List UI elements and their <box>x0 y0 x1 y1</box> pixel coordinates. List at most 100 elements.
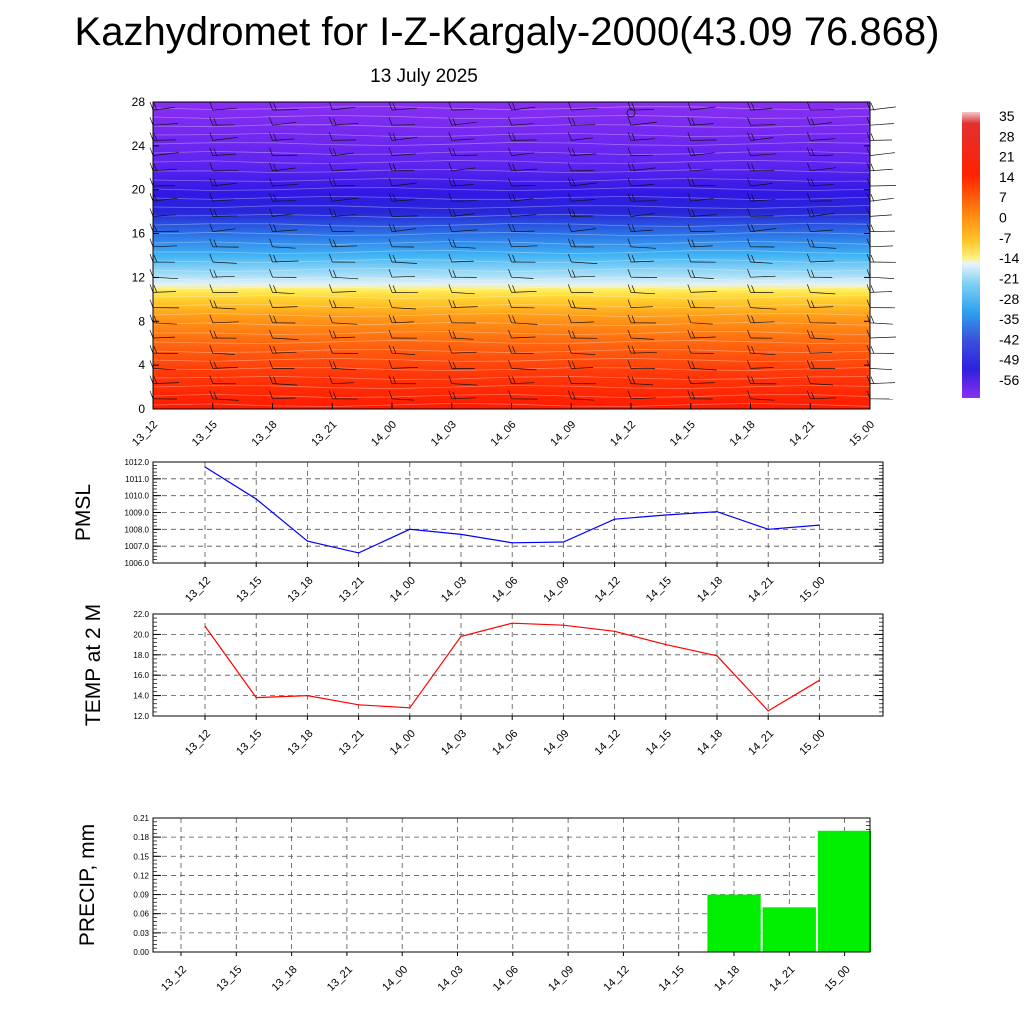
wind-barb <box>269 132 295 141</box>
x-tick-label: 13_12 <box>183 575 213 605</box>
x-tick-label: 14_15 <box>644 728 674 758</box>
y-tick-label: 12 <box>132 270 146 284</box>
precip-bar <box>762 907 816 952</box>
x-tick-label: 14_06 <box>490 575 520 605</box>
wind-barb <box>328 223 355 232</box>
wind-barb <box>209 329 237 339</box>
wind-barb <box>209 390 239 401</box>
y-tick-label: 0.15 <box>133 852 149 861</box>
wind-barb <box>388 390 415 401</box>
wind-barb <box>747 299 777 310</box>
wind-barb <box>687 193 714 202</box>
wind-barb <box>866 390 894 400</box>
wind-barb <box>388 117 416 126</box>
wind-barb <box>627 360 656 369</box>
x-tick-label: 14_06 <box>490 728 520 758</box>
contour-line <box>152 375 871 380</box>
colorbar-gradient <box>962 112 980 398</box>
wind-barb <box>627 299 654 308</box>
wind-barb <box>866 345 895 354</box>
wind-barb <box>508 375 535 385</box>
y-axis-label: TEMP at 2 M <box>82 604 105 726</box>
wind-barb <box>806 284 836 295</box>
wind-barb <box>687 147 715 157</box>
chart-subtitle: 13 July 2025 <box>370 66 478 87</box>
wind-barb <box>448 162 476 172</box>
contour-line <box>152 240 871 245</box>
contour-line <box>152 303 871 309</box>
wind-barb <box>747 253 773 264</box>
x-tick-label: 14_06 <box>489 419 519 449</box>
wind-barb <box>866 360 893 371</box>
wind-barb <box>567 147 597 157</box>
wind-barb <box>806 345 833 354</box>
wind-barb <box>269 238 296 249</box>
x-tick-label: 13_21 <box>309 419 339 449</box>
wind-barb <box>448 147 478 157</box>
wind-barb <box>567 269 596 278</box>
wind-barb <box>687 284 717 293</box>
wind-barb <box>388 299 417 310</box>
wind-barb <box>328 162 358 172</box>
x-tick-label: 14_00 <box>369 419 399 449</box>
y-tick-label: 4 <box>138 358 145 372</box>
data-point <box>716 511 718 513</box>
wind-barb <box>269 223 298 233</box>
wind-barb <box>687 117 714 126</box>
y-tick-label: 0.00 <box>133 948 149 957</box>
x-tick-label: 14_15 <box>644 575 674 605</box>
wind-barb <box>508 299 535 309</box>
y-tick-label: 1007.0 <box>125 542 150 551</box>
wind-barb <box>627 223 653 233</box>
data-point <box>614 630 616 632</box>
wind-barb <box>508 238 538 248</box>
wind-barb <box>508 329 536 339</box>
colorbar-label: 35 <box>999 108 1015 124</box>
wind-barbs <box>149 101 897 401</box>
wind-barb <box>866 299 896 309</box>
wind-barb <box>388 223 416 233</box>
wind-barb <box>448 193 477 202</box>
wind-barb <box>747 101 773 111</box>
wind-barb <box>627 329 655 340</box>
wind-barb <box>388 375 417 385</box>
wind-barb <box>687 329 716 339</box>
wind-barb <box>567 390 595 401</box>
x-tick-label: 13_15 <box>190 419 220 449</box>
y-tick-label: 0.06 <box>133 910 149 919</box>
x-tick-label: 13_18 <box>285 575 315 605</box>
chart-title: Kazhydromet for I-Z-Kargaly-2000(43.09 7… <box>74 10 940 54</box>
wind-barb <box>567 132 594 141</box>
x-tick-label: 14_00 <box>388 575 418 605</box>
wind-barb <box>627 117 657 126</box>
data-point <box>204 466 206 468</box>
wind-barb <box>269 208 295 217</box>
y-tick-label: 0.12 <box>133 871 149 880</box>
wind-barb <box>627 177 654 187</box>
wind-barb <box>747 117 776 126</box>
wind-barb <box>388 208 419 217</box>
y-tick-label: 0 <box>138 402 145 416</box>
cross-section-x-ticks: 13_12 13_15 13_18 13_21 14_00 14_03 14_06 14_09… <box>130 403 877 449</box>
colorbar: 35 28 21 14 7 0 -7 -14 -21 -28 -35 -42 -49 -56 <box>962 108 1019 398</box>
wind-barb <box>747 238 775 248</box>
wind-barb <box>567 299 597 310</box>
colorbar-label: 21 <box>999 149 1015 165</box>
wind-barb <box>806 132 836 141</box>
wind-barb <box>866 132 893 141</box>
wind-barb <box>269 284 295 295</box>
wind-barb <box>567 177 598 187</box>
x-tick-label: 15_00 <box>847 419 877 449</box>
colorbar-label: 28 <box>999 128 1015 144</box>
wind-barb <box>806 238 837 249</box>
contour-line <box>152 339 871 344</box>
data-point <box>460 635 462 638</box>
y-tick-label: 1009.0 <box>125 509 150 518</box>
wind-barb <box>448 101 474 111</box>
wind-barb <box>269 269 297 278</box>
wind-barb <box>866 101 896 111</box>
y-tick-label: 0.09 <box>133 891 149 900</box>
wind-barb <box>388 193 415 202</box>
wind-barb <box>508 117 534 126</box>
